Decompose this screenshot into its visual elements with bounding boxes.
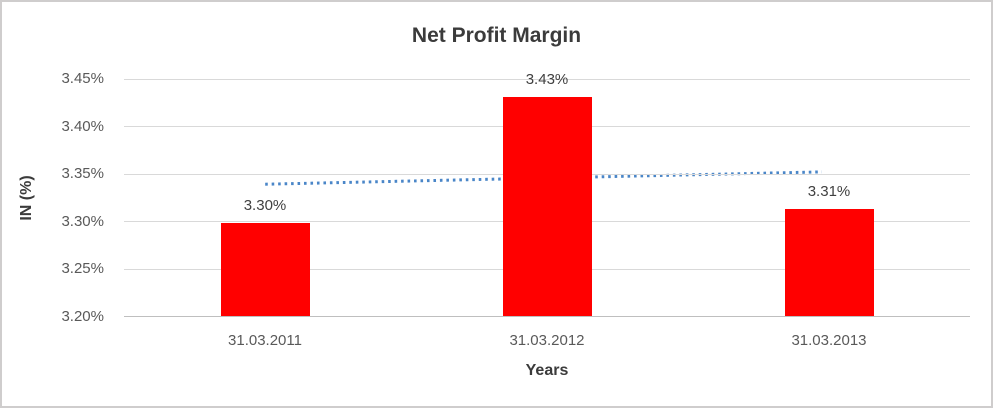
y-tick-label: 3.40% (61, 117, 104, 135)
gridline (124, 78, 970, 80)
bar-31.03.2011 (220, 222, 310, 316)
y-axis-labels: 3.20% 3.25% 3.30% 3.35% 3.40% 3.45% (2, 70, 114, 325)
bar-value-label: 3.43% (525, 71, 569, 89)
y-tick-label: 3.35% (61, 165, 104, 183)
x-axis-title: Years (525, 362, 569, 379)
x-tick-label: 31.03.2012 (509, 332, 585, 349)
y-tick-label: 3.30% (61, 212, 104, 230)
chart-title: Net Profit Margin (411, 24, 582, 47)
y-tick-label: 3.25% (61, 260, 104, 278)
y-tick-label: 3.45% (61, 70, 104, 87)
y-tick-label: 3.20% (61, 308, 104, 325)
bar-31.03.2012 (502, 97, 592, 316)
bar-31.03.2013 (784, 209, 874, 316)
bar-value-label: 3.31% (807, 183, 851, 201)
bar-value-label: 3.30% (243, 196, 287, 214)
x-tick-label: 31.03.2013 (791, 332, 867, 349)
plot-area: 3.30% 3.43% 3.31% (124, 71, 970, 317)
x-tick-label: 31.03.2011 (228, 332, 302, 349)
